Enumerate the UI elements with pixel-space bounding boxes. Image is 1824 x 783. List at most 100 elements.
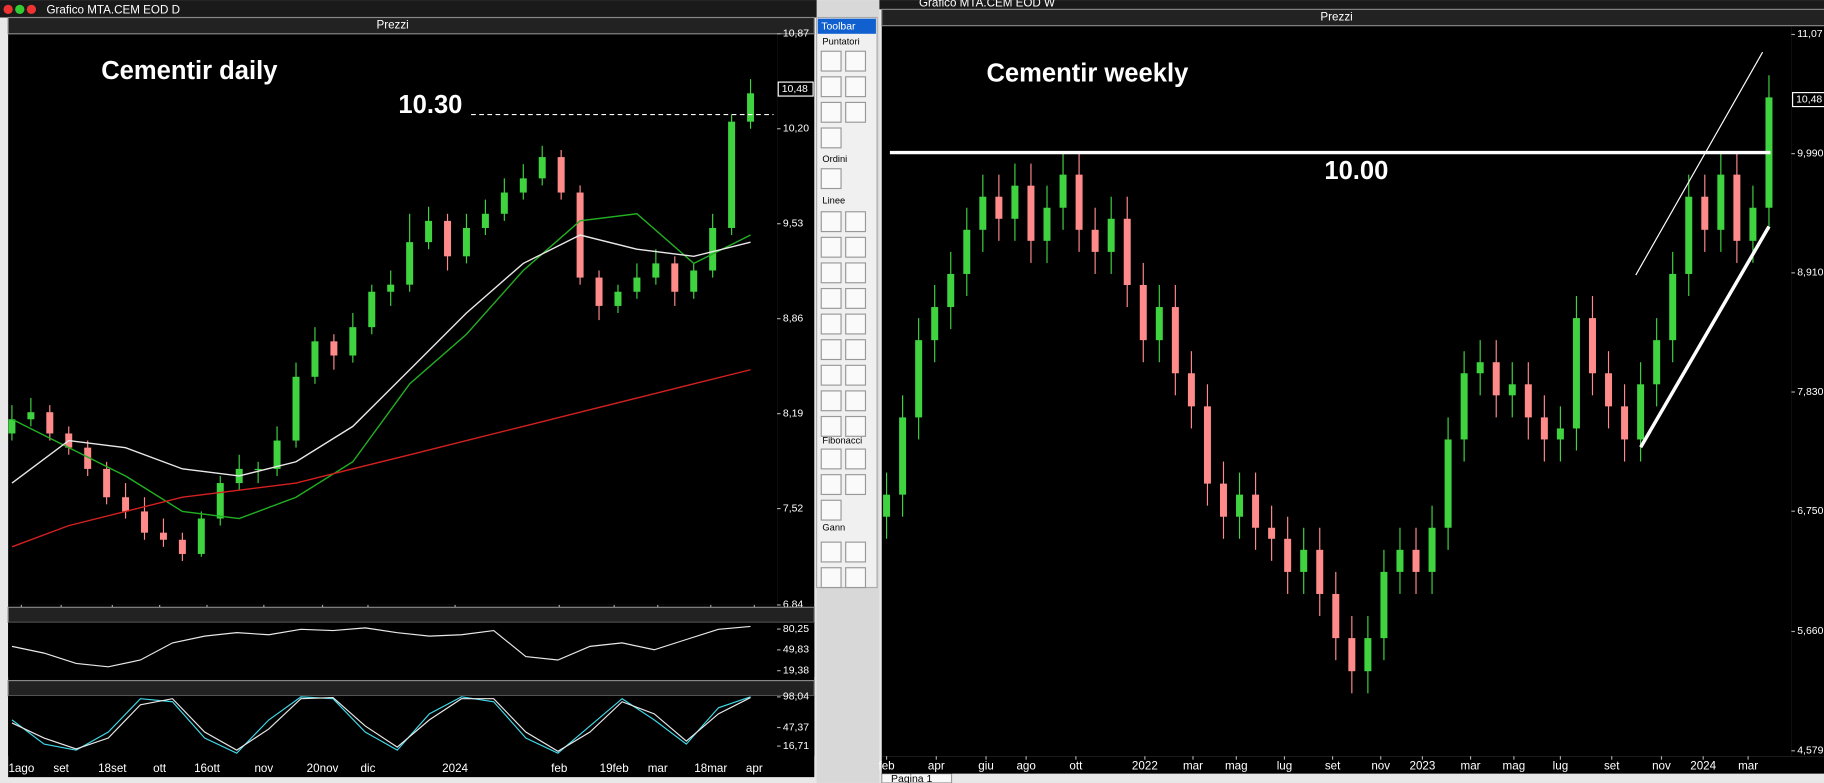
y-tick-label: 19,38 [783, 665, 809, 676]
candle-body [1492, 362, 1500, 396]
candle-body [103, 468, 111, 498]
candle-body [1556, 428, 1564, 440]
x-tick-label: mar [1461, 760, 1481, 773]
candle-body [1252, 494, 1260, 528]
axis-panel [777, 33, 815, 605]
tool-button[interactable] [820, 364, 842, 386]
tool-button[interactable] [845, 474, 867, 496]
tool-button[interactable] [820, 390, 842, 412]
tool-button[interactable] [820, 262, 842, 284]
y-tick-label: 9,990 [1797, 148, 1823, 159]
candle-body [931, 307, 939, 341]
title-bar [0, 0, 817, 18]
tool-button[interactable] [845, 236, 867, 258]
x-tick-label: apr [928, 760, 945, 773]
candle-body [349, 327, 357, 356]
y-tick-label: 6,750 [1797, 506, 1823, 517]
tool-button[interactable] [845, 76, 867, 98]
x-tick-label: apr [746, 762, 763, 775]
tool-button[interactable] [820, 313, 842, 335]
tool-button[interactable] [845, 101, 867, 123]
y-tick-label: 10,20 [783, 124, 809, 135]
candle-body [46, 412, 54, 434]
indicator-line [11, 625, 751, 668]
y-tick-label: 11,07 [1797, 29, 1823, 40]
tool-button[interactable] [820, 448, 842, 470]
tool-button[interactable] [845, 262, 867, 284]
candle-body [292, 376, 300, 441]
tool-button[interactable] [820, 474, 842, 496]
candle-body [1588, 318, 1596, 374]
tool-button[interactable] [845, 415, 867, 437]
x-tick-label: giu [978, 760, 994, 773]
candle-body [141, 511, 148, 533]
tool-button[interactable] [820, 101, 842, 123]
tab-label[interactable]: Pagina 1 [891, 774, 932, 783]
tool-button[interactable] [820, 76, 842, 98]
indicator-line [11, 696, 751, 752]
candle-body [1348, 638, 1356, 672]
tool-button[interactable] [845, 50, 867, 72]
tool-button[interactable] [845, 567, 867, 589]
x-tick-label: 19feb [600, 762, 629, 775]
x-tick-label: 18set [98, 762, 127, 775]
candle-body [728, 121, 736, 228]
candle-body [368, 291, 376, 328]
candle-body [178, 539, 186, 554]
tool-button[interactable] [845, 339, 867, 361]
y-tick-label: 7,52 [783, 503, 804, 514]
candle-body [979, 196, 987, 230]
candle-body [216, 483, 224, 519]
candle-body [1027, 185, 1035, 241]
candle-body [1524, 384, 1532, 418]
tool-button[interactable] [820, 499, 842, 521]
tool-button[interactable] [820, 287, 842, 309]
candle-body [1460, 373, 1468, 440]
tool-button[interactable] [820, 50, 842, 72]
candle-body [747, 93, 755, 122]
tool-button[interactable] [845, 287, 867, 309]
tool-button[interactable] [820, 127, 842, 149]
plot-area [8, 33, 778, 605]
chart-title: Cementir weekly [986, 59, 1189, 87]
tool-button[interactable] [820, 415, 842, 437]
toolbar-section: Ordini [822, 154, 847, 164]
plot-area [881, 25, 1792, 757]
x-tick-label: mag [1503, 760, 1526, 773]
tool-button[interactable] [845, 448, 867, 470]
candle-body [1011, 185, 1019, 219]
indicator-plot [8, 622, 778, 678]
indicator-header [7, 606, 815, 623]
panel-header [7, 16, 815, 35]
title-bar [879, 0, 1824, 10]
y-tick-label: 16,71 [783, 741, 809, 752]
y-tick-label: 49,83 [783, 645, 809, 656]
x-tick-label: lug [1553, 760, 1569, 773]
tool-button[interactable] [820, 168, 842, 190]
x-tick-label: 16ott [194, 762, 221, 775]
tool-button[interactable] [845, 541, 867, 563]
tool-button[interactable] [845, 390, 867, 412]
candle-body [995, 196, 1003, 219]
candle-body [1155, 307, 1163, 341]
tool-button[interactable] [820, 236, 842, 258]
window-dot [15, 4, 25, 15]
tool-button[interactable] [845, 211, 867, 233]
candle-body [27, 412, 35, 420]
x-tick-label: mar [1738, 760, 1758, 773]
tool-button[interactable] [820, 211, 842, 233]
tool-button[interactable] [845, 313, 867, 335]
y-tick-label: 8,19 [783, 408, 804, 419]
candle-body [1701, 196, 1709, 230]
x-tick-label: 2024 [442, 762, 468, 775]
candle-body [671, 263, 679, 292]
tool-button[interactable] [845, 364, 867, 386]
tool-button[interactable] [820, 339, 842, 361]
tool-button[interactable] [820, 567, 842, 589]
price-level-label: 10.00 [1324, 157, 1388, 185]
indicator-axis [777, 695, 815, 757]
candle-body [1508, 384, 1516, 396]
tool-button[interactable] [820, 541, 842, 563]
x-tick-label: ago [1016, 760, 1035, 773]
x-tick-label: ott [1069, 760, 1083, 773]
